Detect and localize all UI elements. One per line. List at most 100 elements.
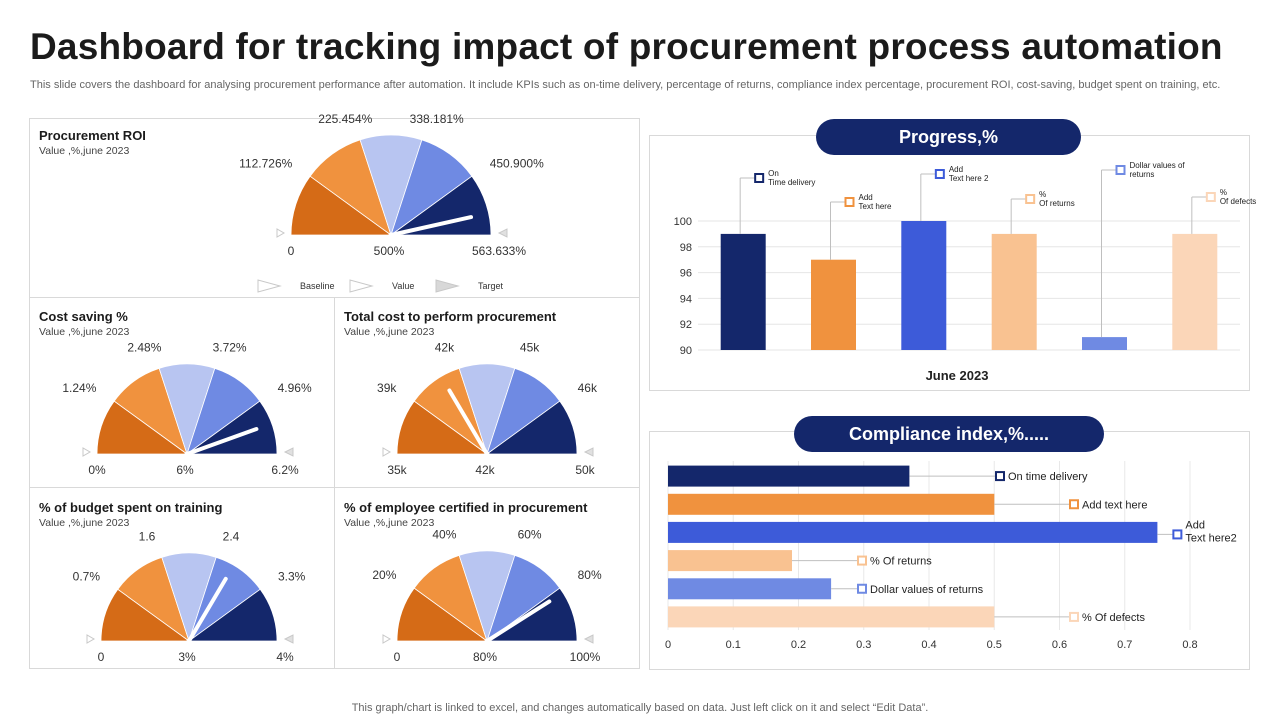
gauge-segment-label: 0.7%	[73, 569, 101, 583]
gauge-subtitle: Value ,%,june 2023	[39, 326, 130, 338]
callout-label: Of defects	[1220, 197, 1256, 206]
progress-panel: 90 92 94 96 98 100 On Time delivery Add Text here…	[649, 135, 1257, 391]
gauge-segment-label: 39k	[377, 381, 397, 395]
gauge-segment	[187, 588, 278, 642]
progress-bar	[991, 233, 1037, 350]
gauge-min-label: 0	[394, 650, 401, 664]
compliance-bar	[668, 493, 995, 515]
gauge-segment-label: 40%	[432, 528, 456, 542]
gauge-needle-hub	[184, 451, 190, 457]
gauge-needle	[187, 576, 228, 643]
gauge-target-marker	[497, 228, 508, 238]
x-tick-label: 0.1	[726, 639, 741, 651]
compliance-panel: 0 0.1 0.2 0.3 0.4 0.5 0.6 0.7 0.8 On time deliver…	[649, 431, 1250, 670]
gauge-needle-hub	[388, 232, 394, 238]
callout-label: On time delivery	[1008, 471, 1088, 483]
page-subtitle: This slide covers the dashboard for anal…	[30, 79, 1221, 91]
gauge-chart: 39k 42k 45k 46k 35k 42k 50k	[377, 341, 598, 478]
gauge-value-label: 6%	[176, 463, 194, 477]
gauge-title: % of budget spent on training	[39, 500, 223, 515]
gauge-needle	[185, 427, 259, 456]
gauge-target-marker	[583, 447, 594, 457]
gauge-needle	[485, 599, 552, 643]
legend-baseline-marker	[257, 279, 282, 293]
callout-marker	[857, 583, 867, 594]
callout-marker	[857, 555, 867, 566]
gauge-needle-hub	[186, 638, 192, 644]
callout-label: Time delivery	[768, 178, 815, 187]
gauge-segment	[185, 400, 278, 455]
callout-marker	[1025, 194, 1036, 204]
gauge-baseline-marker	[86, 634, 96, 644]
callout-label: Of returns	[1039, 199, 1075, 208]
callout-label: % Of returns	[870, 556, 932, 568]
gauge-value-label: 80%	[473, 650, 497, 664]
y-tick-label: 96	[680, 268, 692, 280]
gauge-segment-label: 45k	[520, 341, 540, 355]
gauge-max-label: 4%	[276, 650, 294, 664]
callout-label: %	[1039, 190, 1046, 199]
gauge-value-label: 42k	[475, 463, 495, 477]
progress-bar	[811, 259, 856, 350]
gauge-chart: 112.726% 225.454% 338.181% 450.900% 0 500% 563…	[239, 112, 544, 293]
gauge-segment-label: 1.6	[139, 529, 156, 543]
progress-bar	[720, 233, 766, 350]
legend-value-marker	[349, 279, 374, 293]
gauge-min-label: 0%	[88, 463, 106, 477]
callout-marker	[754, 173, 765, 183]
gauge-needle	[389, 215, 474, 237]
gauge-min-label: 0	[288, 244, 295, 258]
compliance-bar	[668, 606, 995, 628]
gauge-needle-hub	[484, 451, 490, 457]
callout-marker	[1069, 611, 1079, 622]
callout-marker	[934, 169, 945, 179]
y-tick-label: 94	[680, 293, 692, 305]
callout-marker	[1069, 499, 1079, 510]
footer-note: This graph/chart is linked to excel, and…	[351, 702, 929, 714]
callout-marker	[1205, 192, 1216, 202]
x-tick-label: 0	[665, 639, 671, 651]
gauge-title: Total cost to perform procurement	[344, 309, 557, 324]
callout-marker	[995, 471, 1005, 482]
x-tick-label: 0.7	[1117, 639, 1132, 651]
callout-label: On	[768, 169, 779, 178]
gauge-panel-procurement-roi: Procurement ROI Value ,%,june 2023 112.7…	[29, 112, 640, 298]
gauge-max-label: 50k	[575, 463, 595, 477]
gauge-value-label: 3%	[178, 650, 196, 664]
gauge-subtitle: Value ,%,june 2023	[39, 145, 130, 157]
callout-label: returns	[1130, 170, 1155, 179]
x-tick-label: 0.5	[987, 639, 1002, 651]
callout-label: Text here2	[1185, 532, 1236, 544]
callout-marker	[1115, 165, 1126, 175]
y-tick-label: 90	[680, 345, 692, 357]
gauge-chart: 0.7% 1.6 2.4 3.3% 0 3% 4%	[73, 529, 306, 664]
gauge-chart: 20% 40% 60% 80% 0 80% 100%	[372, 528, 602, 665]
gauge-panel-total-cost: Total cost to perform procurement Value …	[334, 297, 640, 488]
callout-label: Dollar values of	[1130, 161, 1186, 170]
gauge-segment-label: 42k	[435, 341, 455, 355]
gauge-segment-label: 80%	[578, 568, 602, 582]
x-tick-label: 0.8	[1182, 639, 1197, 651]
gauge-baseline-marker	[276, 228, 286, 238]
gauge-segment-label: 112.726%	[239, 156, 292, 170]
gauge-max-label: 563.633%	[472, 244, 526, 258]
gauge-target-marker	[583, 634, 594, 644]
gauge-panel-budget-training: % of budget spent on training Value ,%,j…	[29, 487, 335, 669]
progress-bar	[1172, 233, 1218, 350]
gauge-min-label: 0	[98, 650, 105, 664]
y-tick-label: 98	[680, 242, 692, 254]
gauge-chart: 1.24% 2.48% 3.72% 4.96% 0% 6% 6.2%	[62, 341, 312, 478]
callout-label: Dollar values of returns	[870, 584, 984, 596]
compliance-title-pill: Compliance index,%.....	[794, 416, 1104, 452]
gauge-baseline-marker	[382, 634, 392, 644]
gauge-segment-label: 1.24%	[62, 381, 96, 395]
x-tick-label: 0.6	[1052, 639, 1067, 651]
gauge-segment-label: 450.900%	[490, 156, 544, 170]
gauge-max-label: 6.2%	[271, 463, 299, 477]
gauge-target-marker	[283, 634, 294, 644]
gauge-title: Cost saving %	[39, 309, 128, 324]
gauge-segment-label: 60%	[518, 528, 542, 542]
callout-marker	[1172, 529, 1183, 540]
gauge-max-label: 100%	[570, 650, 601, 664]
